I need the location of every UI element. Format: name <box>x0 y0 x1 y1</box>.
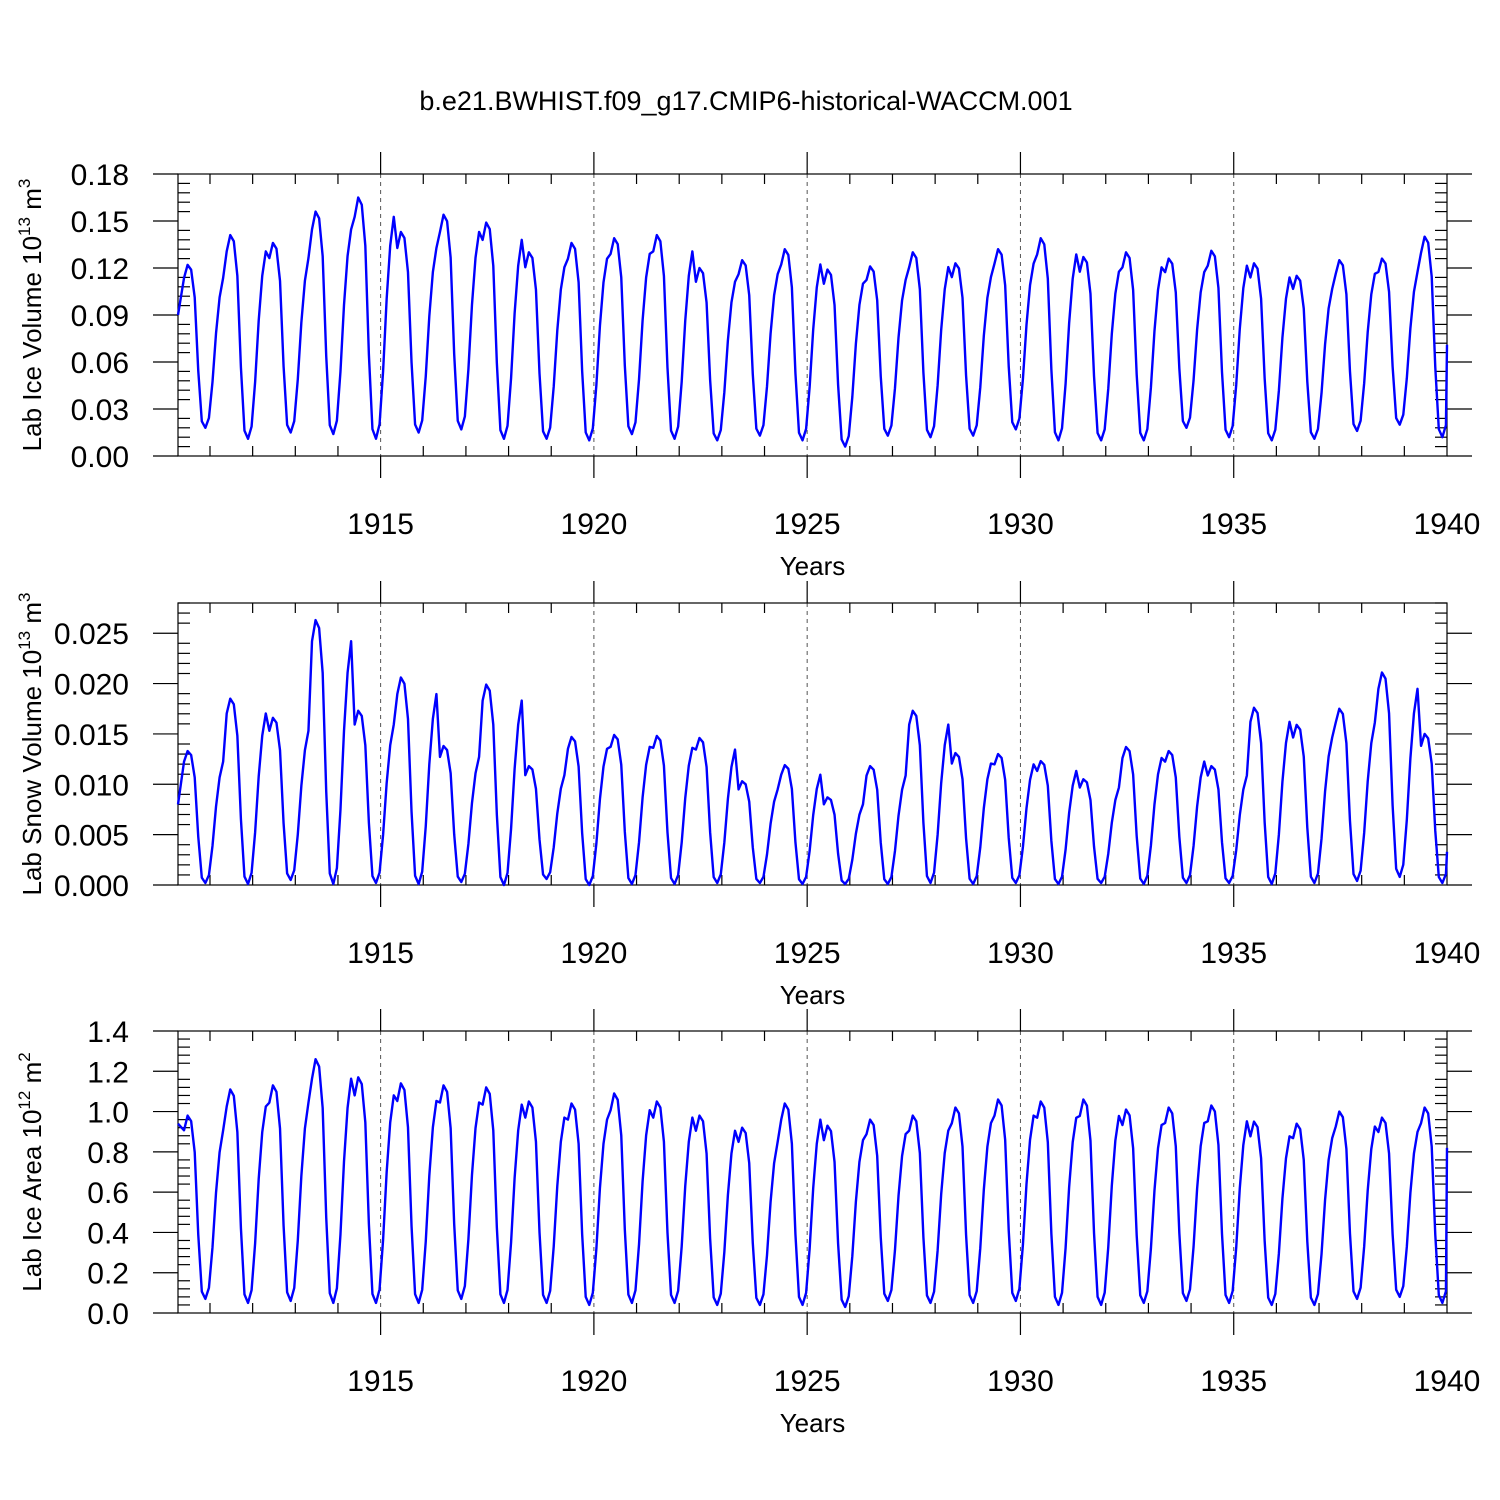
y-tick-label: 0.015 <box>54 719 129 752</box>
x-tick-label-1940: 1940 <box>1414 937 1481 970</box>
x-tick-label-1915: 1915 <box>347 937 414 970</box>
series-line-ice-area <box>177 1057 1449 1309</box>
plot-frame-ice-area <box>177 1030 1448 1314</box>
y-tick-label: 0.025 <box>54 618 129 651</box>
y-tick-label: 0.020 <box>54 669 129 702</box>
x-tick-label-1925: 1925 <box>774 937 841 970</box>
x-axis-label-snow-volume: Years <box>780 980 846 1010</box>
x-tick-label-1935: 1935 <box>1200 508 1267 541</box>
y-tick-label: 0.005 <box>54 820 129 853</box>
y-axis-label-snow-volume: Lab Snow Volume 1013 m3 <box>15 592 47 895</box>
y-tick-label: 0.18 <box>71 159 129 192</box>
y-tick-label: 0.8 <box>87 1137 129 1170</box>
y-tick-label: 0.2 <box>87 1258 129 1291</box>
x-tick-label-1930: 1930 <box>987 937 1054 970</box>
y-tick-label: 1.0 <box>87 1097 129 1130</box>
x-tick-label-1925: 1925 <box>774 508 841 541</box>
y-tick-label: 1.2 <box>87 1056 129 1089</box>
x-tick-label-1920: 1920 <box>561 937 628 970</box>
panel-ice-volume: 1915 1920 1925 1930 1935 1940 Years 0.00 0.03 0.0… <box>15 152 1480 581</box>
x-tick-label-1915: 1915 <box>347 508 414 541</box>
y-tick-label: 0.6 <box>87 1177 129 1210</box>
y-tick-label: 1.4 <box>87 1016 129 1049</box>
y-tick-label: 0.03 <box>71 394 129 427</box>
x-tick-label-1920: 1920 <box>561 1365 628 1398</box>
x-axis-label-ice-area: Years <box>780 1408 846 1438</box>
y-tick-label: 0.000 <box>54 870 129 903</box>
x-tick-label-1930: 1930 <box>987 1365 1054 1398</box>
x-tick-label-1930: 1930 <box>987 508 1054 541</box>
y-tick-label: 0.09 <box>71 300 129 333</box>
y-tick-label: 0.010 <box>54 769 129 802</box>
x-tick-label-1925: 1925 <box>774 1365 841 1398</box>
x-tick-label-1920: 1920 <box>561 508 628 541</box>
plot-frame-snow-volume <box>177 602 1448 886</box>
y-tick-label: 0.12 <box>71 253 129 286</box>
x-tick-label-1940: 1940 <box>1414 1365 1481 1398</box>
y-tick-label: 0.00 <box>71 441 129 474</box>
x-tick-label-1935: 1935 <box>1200 937 1267 970</box>
panel-ice-area: 1915 1920 1925 1930 1935 1940 Years 0.0 0.2 0.4 0.… <box>15 1009 1480 1438</box>
y-tick-label: 0.06 <box>71 347 129 380</box>
x-axis-label-ice-volume: Years <box>780 551 846 581</box>
panel-snow-volume: 1915 1920 1925 1930 1935 1940 Years 0.000 0.005 0… <box>15 581 1480 1010</box>
y-axis-label-ice-area: Lab Ice Area 1012 m2 <box>15 1052 47 1291</box>
x-tick-label-1935: 1935 <box>1200 1365 1267 1398</box>
y-tick-label: 0.4 <box>87 1217 129 1250</box>
y-axis-label-ice-volume: Lab Ice Volume 1013 m3 <box>15 179 47 452</box>
series-line-snow-volume <box>176 618 1449 887</box>
y-tick-label: 0.15 <box>71 206 129 239</box>
x-tick-label-1915: 1915 <box>347 1365 414 1398</box>
x-tick-label-1940: 1940 <box>1414 508 1481 541</box>
chart-title: b.e21.BWHIST.f09_g17.CMIP6-historical-WA… <box>419 86 1072 116</box>
series-line-ice-volume <box>176 196 1449 448</box>
y-tick-label: 0.0 <box>87 1298 129 1331</box>
panels: 1915 1920 1925 1930 1935 1940 Years 0.00 0.03 0.0… <box>15 152 1480 1438</box>
